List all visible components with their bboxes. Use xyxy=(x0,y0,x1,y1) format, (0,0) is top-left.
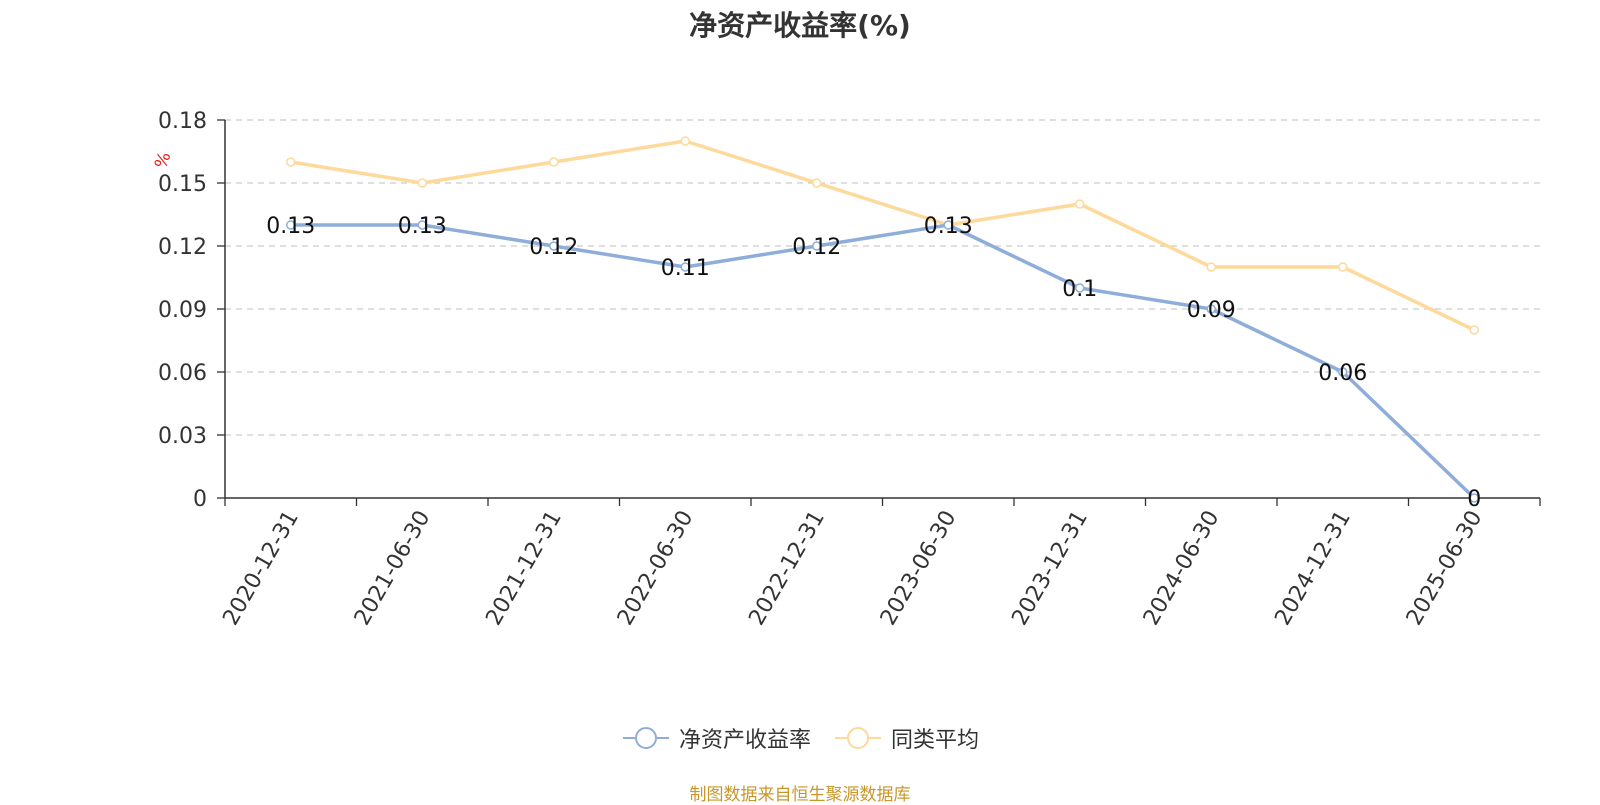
chart-title: 净资产收益率(%) xyxy=(689,9,911,42)
data-label: 0.12 xyxy=(529,235,578,260)
x-tick-label: 2022-06-30 xyxy=(613,507,699,630)
data-label: 0.13 xyxy=(398,214,447,239)
data-point-0 xyxy=(1075,283,1085,293)
data-label: 0.12 xyxy=(792,235,841,260)
data-label: 0.09 xyxy=(1187,298,1236,323)
data-label: 0.13 xyxy=(924,214,973,239)
data-point-1 xyxy=(286,157,296,167)
y-tick-label: 0.12 xyxy=(158,235,207,260)
x-tick-label: 2024-12-31 xyxy=(1270,507,1356,630)
legend-label-peer-average: 同类平均 xyxy=(891,728,980,753)
data-point-0 xyxy=(1469,493,1479,503)
y-tick-label: 0 xyxy=(193,487,207,512)
y-axis-label: % xyxy=(151,149,175,171)
data-label: 0 xyxy=(1467,487,1481,512)
y-tick-label: 0.06 xyxy=(158,361,207,386)
data-point-0 xyxy=(943,220,953,230)
data-point-1 xyxy=(1338,262,1348,272)
legend-swatch-peer-icon xyxy=(835,727,881,749)
x-tick-label: 2021-06-30 xyxy=(350,507,436,630)
data-point-1 xyxy=(812,178,822,188)
data-label: 0.11 xyxy=(661,256,710,281)
data-label: 0.06 xyxy=(1318,361,1367,386)
data-point-1 xyxy=(549,157,559,167)
data-point-0 xyxy=(812,241,822,251)
series-lines xyxy=(286,136,1479,503)
y-tick-label: 0.15 xyxy=(158,172,207,197)
data-labels: 0.13 0.13 0.12 0.11 0.12 0.13 0.1 0.09 0.06 0 xyxy=(266,214,1481,512)
x-tick-label: 2023-12-31 xyxy=(1007,507,1093,630)
data-point-0 xyxy=(549,241,559,251)
data-label: 0.13 xyxy=(266,214,315,239)
series-line-0 xyxy=(290,223,1476,500)
y-tick-label: 0.18 xyxy=(158,109,207,134)
data-point-0 xyxy=(1338,367,1348,377)
data-label: 0.1 xyxy=(1062,277,1097,302)
x-tick-label: 2024-06-30 xyxy=(1139,507,1225,630)
data-point-1 xyxy=(1206,262,1216,272)
legend: 净资产收益率 同类平均 xyxy=(0,722,1600,754)
data-point-1 xyxy=(417,178,427,188)
data-point-1 xyxy=(680,136,690,146)
x-tick-label: 2022-12-31 xyxy=(744,507,830,630)
legend-item-roe[interactable]: 净资产收益率 xyxy=(621,722,811,754)
x-tick-label: 2020-12-31 xyxy=(218,507,304,630)
grid-lines xyxy=(225,119,1540,436)
data-point-0 xyxy=(417,220,427,230)
y-tick-label: 0.09 xyxy=(158,298,207,323)
legend-swatch-roe-icon xyxy=(622,727,669,749)
series-line-1 xyxy=(290,139,1476,332)
data-point-0 xyxy=(286,220,296,230)
x-tick-label: 2021-12-31 xyxy=(481,507,567,630)
legend-item-peer-average[interactable]: 同类平均 xyxy=(833,722,979,754)
x-tick-label: 2025-06-30 xyxy=(1402,507,1488,630)
y-tick-label: 0.03 xyxy=(158,424,207,449)
data-point-0 xyxy=(1206,304,1216,314)
source-note: 制图数据来自恒生聚源数据库 xyxy=(689,785,911,805)
legend-label-roe: 净资产收益率 xyxy=(678,728,811,753)
data-point-1 xyxy=(1469,325,1479,335)
x-tick-label: 2023-06-30 xyxy=(876,507,962,630)
data-point-0 xyxy=(680,262,690,272)
data-point-1 xyxy=(1075,199,1085,209)
